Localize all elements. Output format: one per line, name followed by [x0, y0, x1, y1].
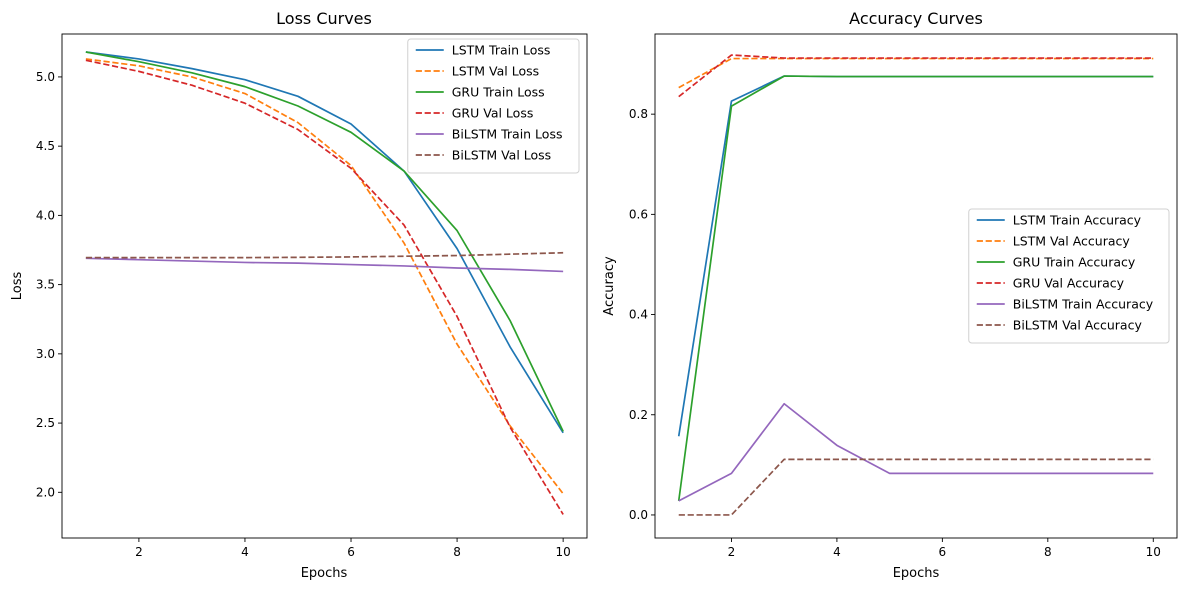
loss-x-tick-label: 2 [135, 545, 143, 559]
loss-chart: Loss Curves Epochs Loss 2 4 6 8 10 2.0 2.5 3.0 3… [10, 9, 588, 581]
loss-legend-label: LSTM Val Loss [452, 64, 539, 79]
accuracy-axes-frame [654, 33, 1178, 539]
loss-x-tick-label: 6 [347, 545, 355, 559]
accuracy-legend-label: LSTM Train Accuracy [1013, 213, 1142, 228]
accuracy-series-line-2 [677, 75, 1154, 502]
accuracy-legend: LSTM Train Accuracy LSTM Val Accuracy GRU … [968, 208, 1170, 344]
loss-series-line-4 [85, 257, 564, 273]
accuracy-chart-title: Accuracy Curves [849, 9, 983, 28]
accuracy-x-tick-label: 6 [939, 545, 947, 559]
accuracy-series-line-4 [678, 402, 1154, 502]
loss-y-tick-label: 4.0 [36, 208, 55, 222]
accuracy-y-tick-label: 0.4 [629, 308, 648, 322]
accuracy-legend-label: BiLSTM Val Accuracy [1013, 318, 1143, 333]
loss-x-tick-label: 8 [453, 545, 461, 559]
loss-series-line-1 [85, 58, 564, 495]
accuracy-legend-label: GRU Train Accuracy [1013, 255, 1136, 270]
loss-y-tick-label: 4.5 [36, 139, 55, 153]
accuracy-series-line-3 [678, 54, 1154, 98]
loss-series-line-3 [85, 59, 564, 515]
accuracy-y-tick-label: 0.0 [629, 508, 648, 522]
accuracy-x-tick-label: 8 [1044, 545, 1052, 559]
accuracy-x-tick-label: 4 [833, 545, 841, 559]
loss-legend: LSTM Train Loss LSTM Val Loss GRU Train Lo… [407, 38, 580, 174]
loss-y-tick-label: 2.0 [36, 485, 55, 499]
loss-series-line-2 [85, 51, 564, 432]
accuracy-y-tick-label: 0.8 [629, 107, 648, 121]
accuracy-legend-label: LSTM Val Accuracy [1013, 234, 1131, 249]
loss-x-tick-label: 4 [241, 545, 249, 559]
loss-legend-label: GRU Val Loss [452, 106, 534, 121]
loss-chart-x-axis-label: Epochs [301, 566, 348, 581]
accuracy-chart: Accuracy Curves Epochs Accuracy 2 4 6 8 10 0.… [602, 9, 1178, 581]
loss-y-tick-label: 5.0 [36, 70, 55, 84]
loss-legend-label: GRU Train Loss [452, 85, 545, 100]
accuracy-x-tick-label: 2 [728, 545, 736, 559]
accuracy-chart-x-axis-label: Epochs [893, 566, 940, 581]
loss-chart-title: Loss Curves [276, 9, 372, 28]
loss-series-line-0 [85, 51, 564, 434]
accuracy-legend-box [968, 208, 1170, 344]
loss-y-tick-label: 3.5 [36, 278, 55, 292]
loss-x-tick-label: 10 [555, 545, 570, 559]
loss-legend-label: LSTM Train Loss [452, 43, 551, 58]
loss-legend-label: BiLSTM Train Loss [452, 127, 563, 142]
loss-chart-y-axis-label: Loss [10, 272, 25, 301]
accuracy-x-tick-label: 10 [1146, 545, 1161, 559]
loss-legend-label: BiLSTM Val Loss [452, 148, 551, 163]
loss-y-tick-label: 2.5 [36, 416, 55, 430]
loss-y-tick-label: 3.0 [36, 347, 55, 361]
accuracy-legend-label: GRU Val Accuracy [1013, 276, 1125, 291]
accuracy-chart-y-axis-label: Accuracy [602, 256, 617, 316]
accuracy-series-line-1 [678, 57, 1154, 89]
accuracy-legend-label: BiLSTM Train Accuracy [1013, 297, 1154, 312]
loss-series-line-5 [85, 251, 564, 259]
accuracy-y-tick-label: 0.2 [629, 408, 648, 422]
loss-axes-frame [61, 33, 588, 539]
accuracy-series-line-5 [678, 458, 1154, 516]
loss-legend-box [407, 38, 580, 174]
accuracy-y-tick-label: 0.6 [629, 207, 648, 221]
